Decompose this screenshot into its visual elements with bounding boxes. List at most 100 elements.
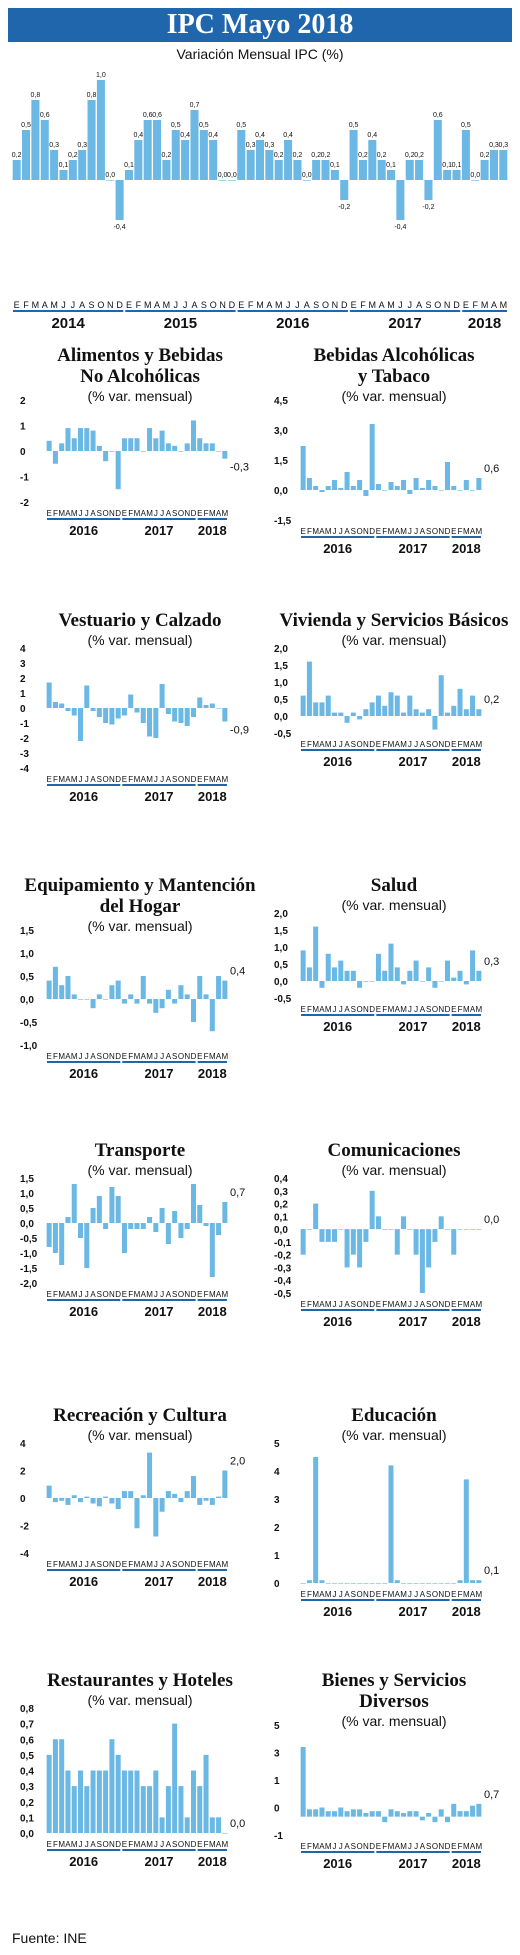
last-value-annotation: 0,2 (484, 694, 499, 706)
month-tick-label: A (79, 300, 85, 310)
category-bar (463, 709, 469, 716)
month-tick-label: M (325, 1005, 332, 1014)
y-tick-label: 0,4 (20, 1767, 34, 1778)
y-tick-label: 0 (274, 1804, 280, 1815)
month-tick-label: M (312, 1842, 319, 1851)
restaurantes-chart: 0,80,70,60,50,40,30,20,10,00,0E F M A M J J A S O… (20, 1704, 245, 1869)
ipc-value-label: 0,1 (59, 162, 69, 169)
category-bar (470, 695, 476, 716)
year-label: 2017 (399, 1856, 428, 1871)
ipc-bar (424, 180, 433, 200)
month-tick-label: S (97, 1560, 102, 1569)
y-tick-label: 2,0 (274, 909, 288, 920)
month-tick-label: A (65, 1052, 71, 1061)
ipc-value-label: 0,7 (190, 102, 200, 109)
month-tick-label: O (432, 1590, 438, 1599)
ipc-value-label: 0,2 (274, 152, 284, 159)
month-tick-label: E (46, 1052, 51, 1061)
category-bar (375, 1811, 381, 1817)
month-tick-label: M (388, 1005, 395, 1014)
y-tick-label: 1,5 (20, 926, 34, 937)
ipc-bar (134, 140, 143, 180)
category-bar (172, 1493, 178, 1498)
y-tick-label: 2 (20, 1467, 26, 1478)
category-bar (90, 1208, 96, 1223)
month-tick-label: M (71, 1840, 78, 1849)
month-tick-label: J (61, 300, 66, 310)
month-tick-label: O (357, 1300, 363, 1309)
ipc-value-label: 0,4 (180, 132, 190, 139)
month-tick-label: A (141, 1290, 147, 1299)
month-tick-label: F (204, 775, 209, 784)
ipc-bar (302, 180, 311, 181)
category-bar (153, 1770, 159, 1833)
category-bar (451, 1583, 457, 1584)
category-bar (65, 1498, 71, 1505)
month-tick-label: J (333, 1300, 337, 1309)
year-label: 2018 (198, 789, 227, 804)
year-label: 2016 (323, 1314, 352, 1329)
ipc-value-label: 0,0 (105, 172, 115, 179)
month-tick-label: N (332, 300, 339, 310)
category-bar (159, 1498, 165, 1512)
category-bar (444, 462, 450, 490)
month-tick-label: M (209, 509, 216, 518)
month-tick-label: N (184, 1840, 190, 1849)
month-tick-label: O (357, 527, 363, 536)
month-tick-label: F (472, 300, 478, 310)
month-tick-label: O (357, 740, 363, 749)
month-tick-label: S (426, 1590, 431, 1599)
ipc-value-label: 0,6 (40, 112, 50, 119)
month-tick-label: M (71, 1560, 78, 1569)
month-tick-label: A (166, 1290, 172, 1299)
month-tick-label: E (197, 509, 202, 518)
category-bar (184, 1223, 190, 1229)
month-tick-label: M (400, 1300, 407, 1309)
year-label: 2018 (198, 523, 227, 538)
category-bar (84, 1786, 90, 1833)
category-bar (438, 1216, 444, 1230)
month-tick-label: F (248, 300, 254, 310)
month-tick-label: A (65, 509, 71, 518)
category-bar (222, 451, 228, 459)
category-bar (103, 1496, 109, 1498)
category-bar (159, 684, 165, 708)
month-tick-label: M (463, 1590, 470, 1599)
category-bar (121, 708, 127, 716)
month-tick-label: A (470, 1300, 476, 1309)
year-label: 2016 (323, 1019, 352, 1034)
month-tick-label: D (191, 1560, 197, 1569)
category-bar (394, 486, 400, 490)
month-tick-label: M (71, 509, 78, 518)
month-tick-label: M (222, 509, 229, 518)
category-bar (325, 1583, 331, 1584)
month-tick-label: A (90, 775, 96, 784)
category-bar (46, 1485, 52, 1498)
month-tick-label: A (65, 1560, 71, 1569)
year-label: 2017 (145, 1304, 174, 1319)
category-bar (159, 1817, 165, 1833)
category-bar (457, 970, 463, 981)
month-tick-label: N (438, 1300, 444, 1309)
ipc-bar (162, 160, 171, 180)
month-tick-label: M (476, 1005, 483, 1014)
month-tick-label: M (500, 300, 508, 310)
month-tick-label: D (445, 1590, 451, 1599)
category-bar (363, 1813, 369, 1817)
month-tick-label: D (191, 1290, 197, 1299)
category-bar (363, 981, 369, 982)
category-bar (325, 1229, 331, 1242)
month-tick-label: D (191, 775, 197, 784)
ipc-value-label: 0,4 (283, 132, 293, 139)
category-bar (216, 451, 222, 452)
month-tick-label: D (453, 300, 460, 310)
month-tick-label: A (416, 300, 422, 310)
month-tick-label: J (85, 1290, 89, 1299)
category-bar (65, 708, 71, 711)
month-tick-label: A (90, 1840, 96, 1849)
month-tick-label: A (319, 1590, 325, 1599)
category-bar (209, 999, 215, 1032)
page-title: IPC Mayo 2018 (8, 8, 512, 42)
month-tick-label: M (71, 1290, 78, 1299)
